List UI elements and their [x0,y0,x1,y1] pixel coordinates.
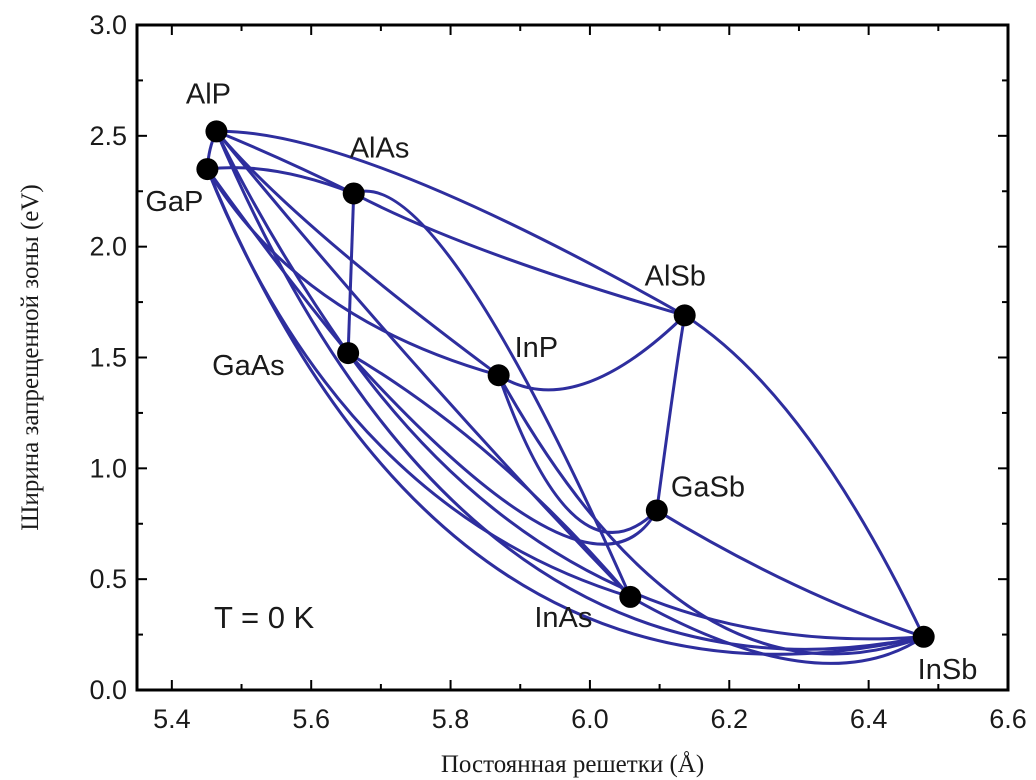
alloy-curve-gap-inp [206,168,500,377]
label-inas: InAs [534,602,592,634]
x-tick-label: 6.0 [571,704,609,734]
label-gasb: GaSb [671,471,745,503]
y-tick-label: 1.0 [89,453,127,483]
point-alp [205,120,228,143]
y-axis-title: Ширина запрещенной зоны (eV) [17,184,44,531]
point-insb [912,625,935,648]
point-alas [342,182,365,205]
y-tick-label: 1.5 [89,343,127,373]
x-tick-label: 6.2 [711,704,749,734]
alloy-curve-inp-insb [497,374,925,656]
point-inas [619,585,642,608]
x-tick-label: 6.6 [989,704,1027,734]
label-inp: InP [515,332,559,364]
alloy-curve-alp-alsb [216,129,686,317]
y-tick-label: 3.0 [89,10,127,40]
alloy-curve-alp-gaas [215,130,350,354]
alloy-curve-alp-inas [215,130,632,598]
y-tick-label: 2.5 [89,121,127,151]
point-inp [487,364,510,387]
compound-points [196,120,935,648]
alloy-curve-alsb-gasb [655,315,687,511]
x-tick-label: 6.4 [850,704,888,734]
compound-labels: AlP GaP AlAs GaAs InP AlSb GaSb InAs InSb [145,78,977,685]
alloy-curve-gaas-insb [346,352,924,641]
alloy-curve-inp-gasb [497,374,658,534]
point-alsb [673,304,696,327]
y-tick-label: 0.5 [89,564,127,594]
alloy-curve-gasb-insb [656,509,925,639]
y-tick-label: 0.0 [89,675,127,705]
label-gap: GaP [145,186,203,218]
label-alsb: AlSb [645,260,706,292]
alloy-curves [205,129,926,665]
y-tick-label: 2.0 [89,232,127,262]
alloy-curve-alas-gaas [346,193,356,354]
temperature-annotation: T = 0 K [214,600,315,635]
alloy-curve-alp-alas [215,130,355,195]
point-gasb [645,499,668,522]
alloy-curve-inas-insb [629,595,925,665]
x-tick-label: 5.4 [153,704,191,734]
alloy-curve-alsb-inp [497,314,686,392]
alloy-curve-gaas-inas [347,351,632,598]
label-insb: InSb [918,654,978,686]
alloy-curve-gap-insb [205,168,925,656]
x-tick-label: 5.6 [292,704,330,734]
point-gaas [337,342,360,365]
label-gaas: GaAs [212,350,285,382]
label-alas: AlAs [350,132,410,164]
alloy-curve-alsb-insb [683,314,926,638]
x-axis-title: Постоянная решетки (Å) [441,751,704,778]
axis-ticks: 5.4 5.6 5.8 6.0 6.2 6.4 6.6 0.0 0.5 1.0 1.5 2.0 2.5 3… [89,10,1026,734]
alloy-curve-alp-insb [215,130,924,651]
alloy-curve-alas-inas [353,189,632,598]
point-gap [196,158,219,181]
label-alp: AlP [186,78,231,110]
alloy-curve-alas-alsb [353,192,686,317]
alloy-curve-gap-alas [207,166,355,195]
x-tick-label: 5.8 [432,704,470,734]
alloy-curve-gaas-gasb [347,352,659,546]
